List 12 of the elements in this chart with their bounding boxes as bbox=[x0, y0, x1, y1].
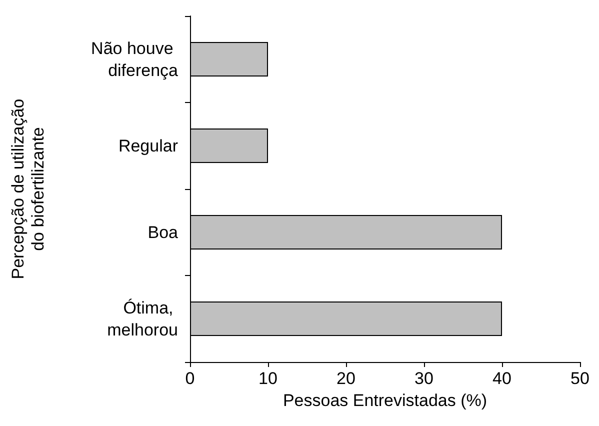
y-tick-label: Regular bbox=[118, 136, 178, 156]
x-tick-label: 20 bbox=[336, 369, 356, 388]
y-tick-label: Não houve diferença bbox=[91, 38, 179, 80]
x-tick-label: 10 bbox=[258, 369, 278, 388]
x-tick-label: 30 bbox=[414, 369, 434, 388]
x-tick-label: 50 bbox=[570, 369, 590, 388]
x-tick-label: 40 bbox=[492, 369, 512, 388]
y-tick-label: Ótima, melhorou bbox=[107, 298, 178, 340]
y-axis-title: Percepção de utilização do biofertilizante bbox=[8, 98, 48, 280]
x-tick-label: 0 bbox=[185, 369, 195, 388]
x-axis-title: Pessoas Entrevistadas (%) bbox=[282, 390, 488, 410]
y-tick-label: Boa bbox=[148, 222, 179, 242]
